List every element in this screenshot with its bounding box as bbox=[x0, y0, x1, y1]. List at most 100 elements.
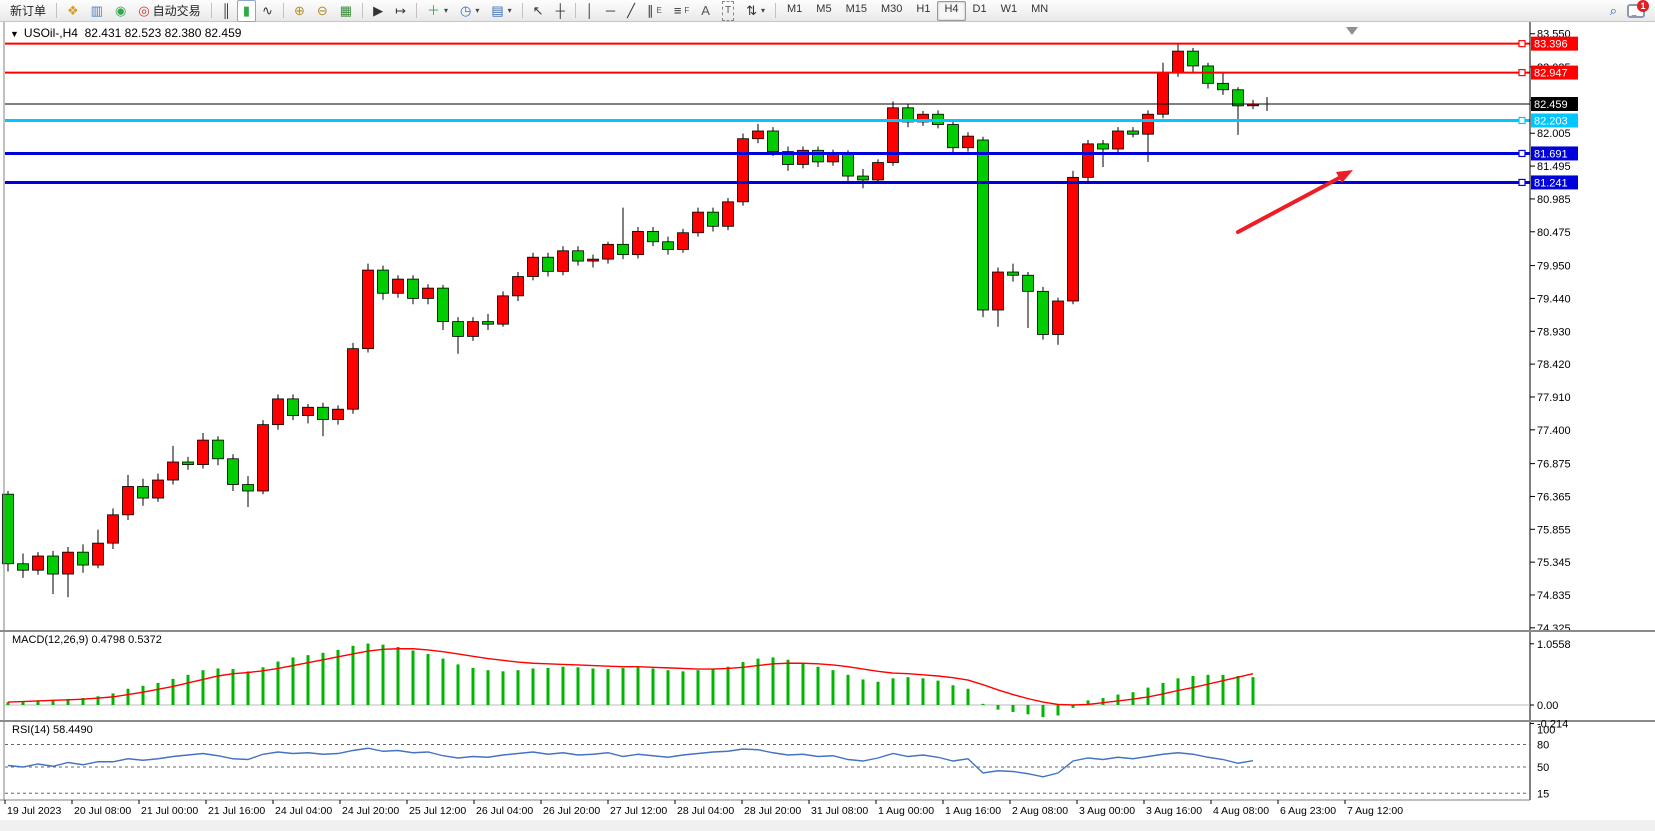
price-tick-label: 78.930 bbox=[1537, 326, 1571, 338]
chart-shift-icon-glyph: ↦ bbox=[395, 2, 406, 18]
timeframe-button-mn[interactable]: MN bbox=[1031, 2, 1049, 15]
chart-shift-marker[interactable] bbox=[1346, 27, 1358, 35]
add-indicator-icon[interactable]: ＋ ▾ bbox=[421, 0, 454, 22]
template-icon-glyph: ▤ bbox=[491, 2, 504, 18]
time-tick-label: 7 Aug 12:00 bbox=[1347, 805, 1403, 817]
tile-windows-icon-glyph: ▦ bbox=[339, 2, 353, 18]
price-tick-label: 81.495 bbox=[1537, 161, 1571, 173]
macd-pane-separator[interactable] bbox=[0, 630, 1655, 632]
zoom-in-icon[interactable]: ⊕ bbox=[288, 0, 311, 22]
fibonacci-icon-glyph: ≡ bbox=[673, 2, 682, 18]
price-tick-label: 74.835 bbox=[1537, 590, 1571, 602]
history-center-icon[interactable]: ❖ bbox=[61, 0, 85, 22]
price-tick-label: 79.950 bbox=[1537, 261, 1571, 273]
bar-chart-icon[interactable]: ║ bbox=[216, 0, 237, 22]
text-label-icon[interactable]: T bbox=[716, 0, 740, 22]
tile-windows-icon[interactable]: ▦ bbox=[334, 0, 358, 22]
time-tick-label: 21 Jul 00:00 bbox=[141, 805, 198, 817]
chat-icon[interactable]: 1 bbox=[1627, 0, 1649, 19]
market-watch-icon[interactable]: ▥ bbox=[85, 0, 109, 22]
price-line-handle[interactable] bbox=[1518, 40, 1526, 48]
time-axis[interactable]: 19 Jul 2023 20 Jul 08:00 21 Jul 00:00 21 Ju… bbox=[4, 800, 1403, 817]
price-line-83.396[interactable] bbox=[5, 40, 1530, 48]
zoom-out-icon-glyph: ⊖ bbox=[316, 2, 328, 18]
zoom-in-icon-glyph: ⊕ bbox=[293, 2, 305, 18]
price-line-82.947[interactable] bbox=[5, 68, 1530, 77]
time-tick-label: 1 Aug 00:00 bbox=[878, 805, 934, 817]
trend-arrow-annotation[interactable] bbox=[1236, 170, 1353, 234]
rsi-axis-label: 80 bbox=[1537, 740, 1549, 752]
timeframe-button-w1[interactable]: W1 bbox=[1000, 2, 1018, 15]
notification-badge: 1 bbox=[1637, 0, 1649, 12]
rsi-line bbox=[7, 747, 1254, 778]
time-tick-label: 31 Jul 08:00 bbox=[811, 805, 868, 817]
time-tick-label: 1 Aug 16:00 bbox=[945, 805, 1001, 817]
price-tick-label: 82.005 bbox=[1537, 128, 1571, 140]
chart-shift-icon[interactable]: ↦ bbox=[389, 0, 412, 22]
fibonacci-icon[interactable]: ≡ F bbox=[668, 0, 695, 22]
price-line-81.691[interactable] bbox=[5, 149, 1530, 158]
period-icon-glyph: ◷ bbox=[460, 2, 472, 18]
timeframe-button-h1[interactable]: H1 bbox=[916, 2, 931, 15]
zoom-out-icon[interactable]: ⊖ bbox=[311, 0, 334, 22]
new-order-button[interactable]: 新订单 bbox=[4, 0, 52, 22]
price-line-handle[interactable] bbox=[1518, 116, 1526, 125]
time-tick-label: 4 Aug 08:00 bbox=[1213, 805, 1269, 817]
price-tick-label: 75.345 bbox=[1537, 557, 1571, 569]
rsi-axis-label: 15 bbox=[1537, 788, 1549, 800]
glyph-subscript: E bbox=[656, 6, 662, 15]
price-badge-82.947: 82.947 bbox=[1531, 65, 1578, 80]
timeframe-button-m15[interactable]: M15 bbox=[845, 2, 867, 15]
horizontal-line-icon[interactable]: ─ bbox=[600, 0, 621, 22]
timeframe-button-m5[interactable]: M5 bbox=[816, 2, 832, 15]
toolbar-separator bbox=[282, 3, 284, 18]
timeframe-button-m30[interactable]: M30 bbox=[880, 2, 903, 15]
auto-trading-button[interactable]: ◎ 自动交易 bbox=[132, 0, 206, 22]
time-tick-label: 6 Aug 23:00 bbox=[1280, 805, 1336, 817]
search-icon[interactable]: ⌕ bbox=[1604, 0, 1623, 22]
line-chart-icon[interactable]: ∿ bbox=[256, 0, 279, 22]
price-line-handle[interactable] bbox=[1518, 178, 1526, 187]
template-icon[interactable]: ▤ ▾ bbox=[485, 0, 517, 22]
timeframe-button-h4[interactable]: H4 bbox=[937, 0, 966, 21]
price-line-81.241[interactable] bbox=[5, 178, 1530, 187]
cursor-icon[interactable]: ↖ bbox=[527, 0, 550, 22]
time-tick-label: 20 Jul 08:00 bbox=[74, 805, 131, 817]
price-badge-81.691: 81.691 bbox=[1531, 146, 1578, 161]
trendline-icon-glyph: ╱ bbox=[627, 2, 635, 18]
price-tick-label: 75.855 bbox=[1537, 524, 1571, 536]
broadcast-icon[interactable]: ◉ bbox=[109, 0, 132, 22]
price-tick-label: 76.875 bbox=[1537, 459, 1571, 471]
price-line-handle[interactable] bbox=[1518, 149, 1526, 158]
price-badge-81.241: 81.241 bbox=[1531, 175, 1578, 190]
text-label-icon-glyph: T bbox=[721, 0, 735, 21]
timeframe-button-d1[interactable]: D1 bbox=[972, 2, 987, 15]
macd-axis-label: 0.00 bbox=[1537, 700, 1558, 712]
time-tick-label: 28 Jul 04:00 bbox=[677, 805, 734, 817]
text-icon[interactable]: A bbox=[695, 0, 716, 22]
auto-scroll-icon[interactable]: ▶ bbox=[367, 0, 389, 22]
svg-text:82.203: 82.203 bbox=[1534, 115, 1568, 127]
arrows-icon[interactable]: ⇅ ▾ bbox=[740, 0, 771, 22]
auto-scroll-icon-glyph: ▶ bbox=[373, 2, 384, 18]
price-line-handle[interactable] bbox=[1518, 68, 1526, 77]
equidistant-channel-icon[interactable]: ∥ E bbox=[641, 0, 668, 22]
trendline-icon[interactable]: ╱ bbox=[621, 0, 641, 22]
toolbar-separator bbox=[415, 3, 417, 18]
rsi-pane-separator[interactable] bbox=[0, 720, 1655, 722]
price-line-82.203[interactable] bbox=[5, 116, 1530, 125]
vertical-line-icon[interactable]: │ bbox=[580, 0, 600, 22]
price-badge-83.396: 83.396 bbox=[1531, 36, 1578, 51]
crosshair-icon[interactable]: ┼ bbox=[550, 0, 571, 22]
candlestick-chart-icon[interactable]: ▮ bbox=[236, 0, 257, 22]
time-tick-label: 25 Jul 12:00 bbox=[409, 805, 466, 817]
timeframe-button-m1[interactable]: M1 bbox=[787, 2, 803, 15]
period-icon[interactable]: ◷ ▾ bbox=[454, 0, 485, 22]
dropdown-caret-icon: ▾ bbox=[760, 6, 765, 15]
candlestick-chart-icon-glyph: ▮ bbox=[242, 2, 251, 18]
macd-signal-line bbox=[7, 648, 1254, 706]
rsi-axis-label: 50 bbox=[1537, 762, 1549, 774]
rsi-pane: 100 80 50 15 bbox=[5, 725, 1555, 800]
toolbar-separator bbox=[56, 3, 58, 18]
